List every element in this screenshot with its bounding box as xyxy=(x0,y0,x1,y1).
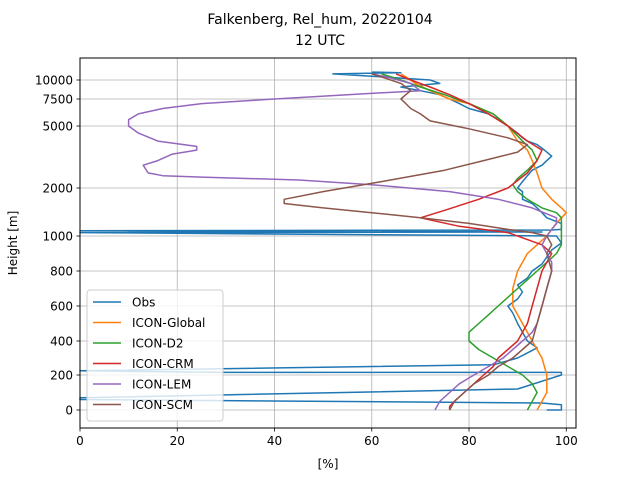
plot-frame xyxy=(79,57,577,429)
series-line-icon-scm xyxy=(283,73,553,411)
y-tick-label: 7500 xyxy=(42,93,73,107)
y-tick-label: 2000 xyxy=(42,182,73,196)
y-tick-label: 200 xyxy=(50,369,73,383)
legend-label: ICON-LEM xyxy=(132,378,191,392)
y-tick-label: 10000 xyxy=(35,74,73,88)
series-line-icon-lem xyxy=(127,73,558,411)
series-layer xyxy=(79,71,568,411)
x-tick-label: 80 xyxy=(461,434,476,448)
legend-label: ICON-CRM xyxy=(132,357,194,371)
legend-label: ICON-SCM xyxy=(132,398,193,412)
y-tick-label: 400 xyxy=(50,335,73,349)
series-line-icon-d2 xyxy=(381,73,563,411)
x-tick-label: 40 xyxy=(267,434,282,448)
y-tick-label: 600 xyxy=(50,300,73,314)
x-tick-label: 100 xyxy=(555,434,578,448)
legend-label: ICON-D2 xyxy=(132,337,184,351)
x-tick-label: 0 xyxy=(76,434,84,448)
x-tick-label: 20 xyxy=(170,434,185,448)
x-tick-label: 60 xyxy=(364,434,379,448)
chart-subtitle: 12 UTC xyxy=(295,33,345,49)
x-axis-label: [%] xyxy=(318,457,339,471)
y-tick-label: 5000 xyxy=(42,120,73,134)
legend: Obs ICON-Global ICON-D2 ICON-CRM ICON-LEM ICO… xyxy=(86,289,224,422)
chart-title: Falkenberg, Rel_hum, 20220104 xyxy=(207,12,432,28)
legend-label: ICON-Global xyxy=(132,316,205,330)
ticks: 0 20 40 60 80 1001000075005000200010008006004… xyxy=(35,74,578,449)
legend-label: Obs xyxy=(132,296,155,310)
y-tick-label: 0 xyxy=(65,404,73,418)
y-tick-label: 800 xyxy=(50,265,73,279)
y-axis-label: Height [m] xyxy=(6,211,20,276)
y-tick-label: 1000 xyxy=(42,230,73,244)
